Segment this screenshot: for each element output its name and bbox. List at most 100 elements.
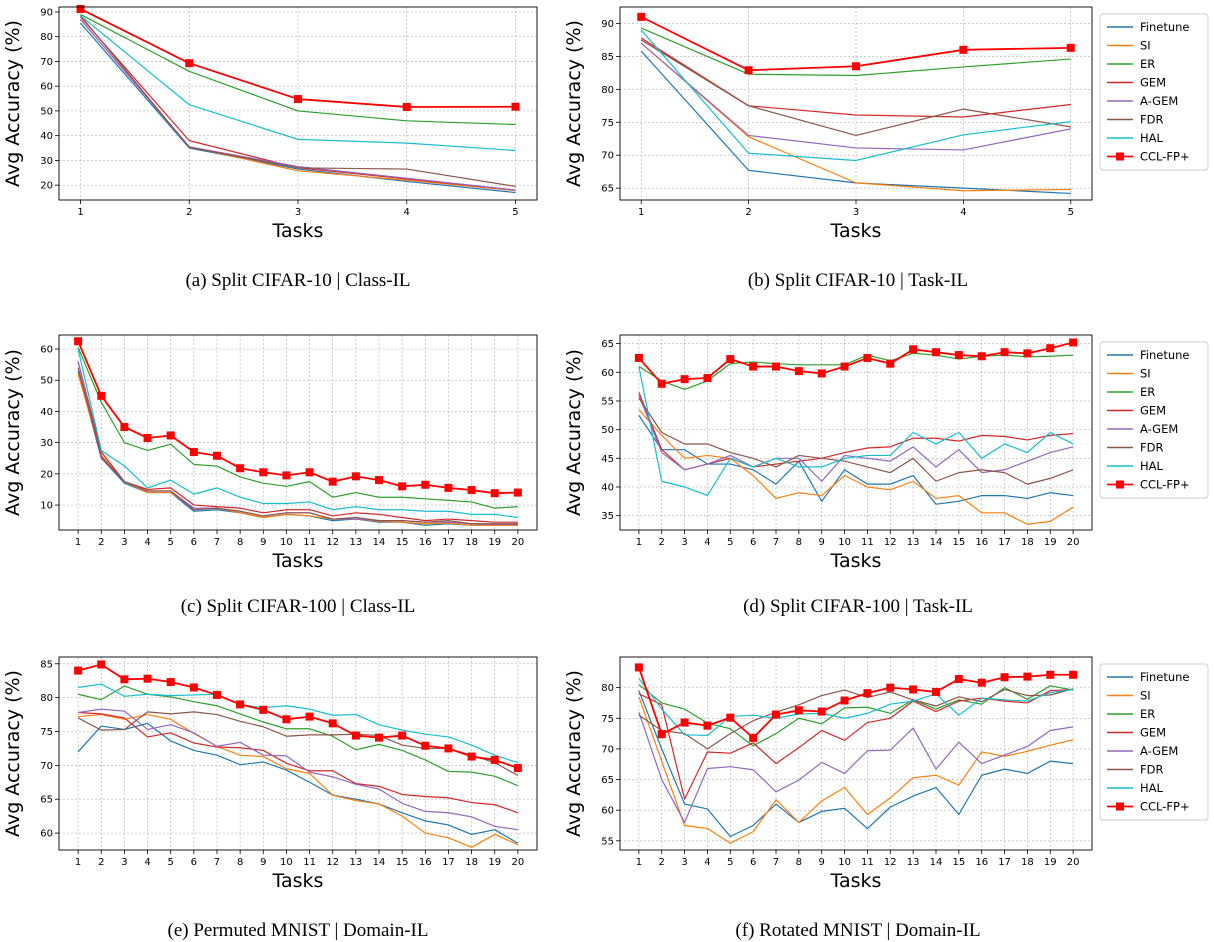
legend-label: SI xyxy=(1140,367,1151,381)
x-tick-label: 15 xyxy=(952,537,965,548)
data-point-marker xyxy=(375,476,384,485)
x-tick-label: 16 xyxy=(419,857,432,868)
legend-label: ER xyxy=(1140,707,1155,721)
series-line-hal xyxy=(80,15,516,152)
data-point-marker xyxy=(909,685,918,694)
x-tick-label: 20 xyxy=(1067,537,1080,548)
data-point-marker xyxy=(909,345,918,354)
y-axis-label: Avg Accuracy (%) xyxy=(563,20,585,187)
y-tick-label: 70 xyxy=(40,761,53,772)
x-tick-label: 5 xyxy=(1068,207,1074,218)
series-line-si xyxy=(638,696,1074,844)
x-tick-label: 20 xyxy=(1067,857,1080,868)
data-point-marker xyxy=(398,482,407,491)
legend-marker xyxy=(1116,480,1124,489)
x-tick-label: 11 xyxy=(861,857,874,868)
x-tick-label: 4 xyxy=(960,207,966,218)
y-tick-label: 60 xyxy=(40,82,53,93)
data-point-marker xyxy=(166,678,175,687)
series-line-hal xyxy=(638,678,1074,737)
y-tick-label: 90 xyxy=(601,19,614,30)
data-point-marker xyxy=(977,678,986,687)
x-tick-label: 4 xyxy=(404,207,410,218)
data-point-marker xyxy=(143,433,152,442)
data-point-marker xyxy=(212,690,221,699)
x-tick-label: 6 xyxy=(750,857,756,868)
y-tick-label: 75 xyxy=(40,727,53,738)
x-tick-label: 7 xyxy=(773,537,779,548)
y-tick-label: 30 xyxy=(40,438,53,449)
series-line-finetune xyxy=(638,690,1074,838)
data-point-marker xyxy=(1023,349,1032,358)
plot-frame xyxy=(619,334,1093,531)
data-point-marker xyxy=(97,391,106,400)
series-line-a-gem xyxy=(638,394,1074,482)
data-point-marker xyxy=(840,362,849,371)
x-tick-label: 5 xyxy=(168,537,174,548)
data-point-marker xyxy=(931,687,940,696)
data-point-marker xyxy=(375,733,384,742)
data-point-marker xyxy=(305,468,314,477)
legend-label: CCL-FP+ xyxy=(1140,478,1190,492)
x-tick-label: 19 xyxy=(488,857,501,868)
series-line-finetune xyxy=(638,414,1074,505)
x-tick-label: 3 xyxy=(853,207,859,218)
x-tick-label: 17 xyxy=(442,537,455,548)
x-tick-label: 3 xyxy=(121,537,127,548)
x-tick-label: 13 xyxy=(349,537,362,548)
series-line-er xyxy=(638,352,1074,391)
x-tick-label: 11 xyxy=(303,857,316,868)
x-tick-label: 16 xyxy=(975,537,988,548)
data-point-marker xyxy=(1023,672,1032,681)
series-line-gem xyxy=(77,361,518,523)
x-tick-label: 18 xyxy=(465,537,478,548)
data-point-marker xyxy=(1069,338,1078,347)
y-tick-label: 80 xyxy=(40,32,53,43)
panel-caption: (f) Rotated MNIST | Domain-IL xyxy=(735,920,980,941)
chart-panel-0: 1 2 3 4 5 20 30 40 50 60 70 80 90 Tasks Avg Accuracy (… xyxy=(2,4,538,291)
data-point-marker xyxy=(74,666,83,675)
x-tick-label: 12 xyxy=(884,857,897,868)
data-point-marker xyxy=(76,4,85,13)
data-point-marker xyxy=(490,755,499,764)
data-point-marker xyxy=(490,489,499,498)
series-line-gem xyxy=(638,688,1074,800)
y-tick-label: 80 xyxy=(40,693,53,704)
x-axis-label: Tasks xyxy=(272,550,324,572)
data-point-marker xyxy=(977,352,986,361)
chart-panel-1: 1 2 3 4 5 65 70 75 80 85 90 Tasks Avg Accuracy (%) (b… xyxy=(563,6,1209,291)
x-axis-label: Tasks xyxy=(272,870,324,892)
legend-label: GEM xyxy=(1140,76,1166,90)
panel-caption: (a) Split CIFAR-10 | Class-IL xyxy=(185,270,410,291)
legend-label: ER xyxy=(1140,385,1155,399)
series-line-si xyxy=(77,373,518,526)
x-tick-label: 19 xyxy=(1044,537,1057,548)
x-tick-label: 3 xyxy=(295,207,301,218)
y-tick-label: 50 xyxy=(601,425,614,436)
data-point-marker xyxy=(282,715,291,724)
x-tick-label: 14 xyxy=(930,537,943,548)
data-point-marker xyxy=(886,359,895,368)
legend-marker xyxy=(1116,152,1124,161)
legend-label: FDR xyxy=(1140,113,1163,127)
y-tick-label: 70 xyxy=(40,57,53,68)
data-point-marker xyxy=(744,66,753,75)
series-line-gem xyxy=(78,711,519,814)
y-tick-label: 60 xyxy=(601,806,614,817)
series-line-fdr xyxy=(77,367,518,525)
series-line-er xyxy=(77,347,518,509)
series-line-er xyxy=(641,27,1071,77)
y-tick-label: 60 xyxy=(601,368,614,379)
x-tick-label: 17 xyxy=(998,857,1011,868)
data-point-marker xyxy=(1046,670,1055,679)
data-point-marker xyxy=(680,718,689,727)
series-line-finetune xyxy=(77,722,519,844)
data-point-marker xyxy=(189,683,198,692)
x-tick-label: 5 xyxy=(512,207,518,218)
legend-label: HAL xyxy=(1140,131,1164,145)
y-tick-label: 45 xyxy=(601,454,614,465)
data-point-marker xyxy=(1000,673,1009,682)
x-tick-label: 2 xyxy=(98,857,104,868)
x-tick-label: 11 xyxy=(861,537,874,548)
